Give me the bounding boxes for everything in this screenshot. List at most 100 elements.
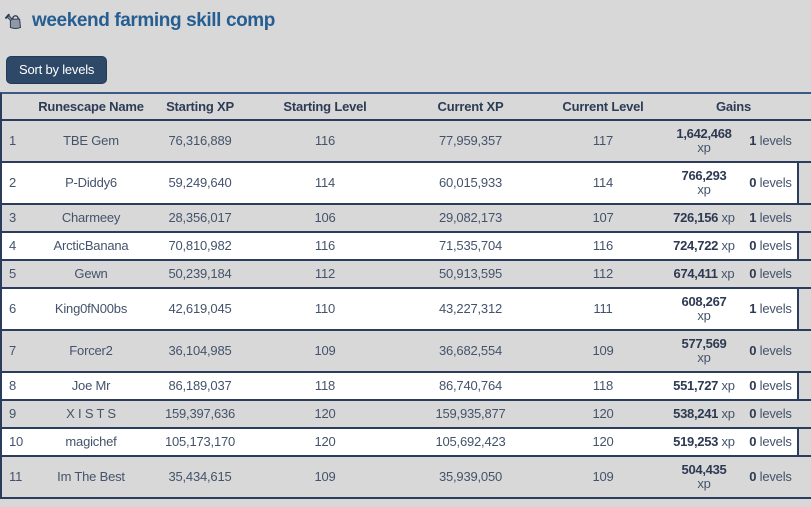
starting-level-cell: 109 (314, 469, 336, 484)
rank-cell: 1 (9, 133, 17, 148)
table-row: 8 Joe Mr 86,189,037 118 86,740,764 118 5… (2, 371, 811, 399)
starting-level-cell: 106 (314, 210, 336, 225)
gains-xp-cell: 551,727 xp (673, 378, 735, 393)
current-level-cell: 117 (592, 133, 614, 148)
gains-cell: 726,156 xp 1 levels (667, 211, 800, 225)
gains-cell: 674,411 xp 0 levels (667, 267, 800, 281)
gains-cell: 538,241 xp 0 levels (667, 407, 800, 421)
table-row: 10 magichef 105,173,170 120 105,692,423 … (2, 427, 811, 455)
starting-level-cell: 109 (314, 343, 336, 358)
starting-level-cell: 116 (314, 238, 336, 253)
starting-xp-cell: 70,810,982 (168, 238, 232, 253)
current-xp-cell: 71,535,704 (438, 238, 503, 253)
player-name-cell: P-Diddy6 (65, 175, 117, 190)
player-name-cell: X I S T S (66, 406, 116, 421)
rank-cell: 8 (9, 378, 17, 393)
player-name-cell: Charmeey (61, 210, 121, 225)
player-name-cell: Im The Best (57, 469, 125, 484)
starting-xp-cell: 86,189,037 (168, 378, 232, 393)
header-current-level: Current Level (562, 99, 644, 114)
table-body: 1 TBE Gem 76,316,889 116 77,959,357 11 7 … (2, 119, 811, 497)
table-row: 7 Forcer2 36,104,985 109 36,682,554 109 … (2, 329, 811, 371)
table-row: 3 Charmeey 28,356,017 106 29,082,173 107… (2, 203, 811, 231)
starting-level-cell: 110 (314, 301, 336, 316)
gains-xp-cell: 608,267 xp (681, 294, 727, 323)
current-xp-cell: 60,015,933 (438, 175, 503, 190)
gains-cell: 504,435 xp 0 levels (667, 463, 800, 491)
title-line: weekend farming skill comp (4, 9, 811, 33)
rank-cell: 3 (9, 210, 17, 225)
table-row: 2 P-Diddy6 59,249,640 114 60,015,933 114… (2, 161, 811, 203)
rank-cell: 9 (9, 406, 17, 421)
current-xp-cell: 29,082,173 (438, 210, 503, 225)
starting-level-cell: 118 (314, 378, 336, 393)
starting-xp-cell: 105,173,170 (164, 434, 236, 449)
current-level-cell: 118 (592, 378, 614, 393)
starting-xp-cell: 36,104,985 (168, 343, 232, 358)
current-xp-cell: 105,692,423 (435, 434, 506, 449)
header-current-xp: Current XP (437, 99, 504, 114)
gains-xp-cell: 674,411 xp (673, 266, 735, 281)
player-name-cell: ArcticBanana (53, 238, 129, 253)
table-row: 6 King0fN00bs 42,619,045 110 43,227,312 … (2, 287, 811, 329)
gains-cell: 1,642,468 xp 1 levels (667, 127, 800, 155)
gains-levels-cell: 0 levels (749, 378, 792, 393)
gains-levels-cell: 0 levels (749, 238, 792, 253)
starting-xp-cell: 35,434,615 (168, 469, 232, 484)
gains-levels-cell: 0 levels (749, 434, 792, 449)
gains-cell: 608,267 xp 1 levels (667, 295, 800, 323)
sort-by-levels-button[interactable]: Sort by levels (6, 56, 108, 84)
gains-cell: 577,569 xp 0 levels (667, 337, 800, 365)
gains-levels-cell: 1 levels (749, 133, 792, 148)
rank-cell: 5 (9, 266, 17, 281)
rank-cell: 4 (9, 238, 17, 253)
starting-level-cell: 114 (314, 175, 336, 190)
gains-levels-cell: 0 levels (749, 343, 792, 358)
rank-cell: 6 (9, 301, 17, 316)
gains-levels-cell: 1 levels (749, 210, 792, 225)
starting-level-cell: 120 (314, 434, 336, 449)
player-name-cell: TBE Gem (63, 133, 119, 148)
current-level-cell: 109 (592, 469, 614, 484)
current-level-cell: 120 (592, 406, 614, 421)
starting-xp-cell: 59,249,640 (168, 175, 232, 190)
gains-xp-cell: 577,569 xp (681, 336, 727, 365)
gains-xp-cell: 1,642,468 xp (676, 126, 732, 155)
current-xp-cell: 77,959,357 (438, 133, 503, 148)
current-level-cell: 120 (592, 434, 614, 449)
gains-levels-cell: 0 levels (749, 406, 792, 421)
player-name-cell: Joe Mr (71, 378, 111, 393)
gains-levels-cell: 1 levels (749, 301, 792, 316)
gains-xp-cell: 724,722 xp (673, 238, 735, 253)
starting-level-cell: 116 (314, 133, 336, 148)
gains-xp-cell: 504,435 xp (681, 462, 727, 491)
page-title: weekend farming skill comp (32, 10, 276, 31)
rank-cell: 10 (9, 434, 24, 449)
player-name-cell: Gewn (74, 266, 108, 281)
starting-xp-cell: 76,316,889 (168, 133, 232, 148)
starting-xp-cell: 159,397,636 (164, 406, 236, 421)
gains-cell: 551,727 xp 0 levels (667, 379, 800, 393)
gains-levels-cell: 0 levels (749, 469, 792, 484)
header-starting-level: Starting Level (283, 99, 367, 114)
current-xp-cell: 36,682,554 (438, 343, 503, 358)
gains-cell: 724,722 xp 0 levels (667, 239, 800, 253)
current-level-cell: 114 (592, 175, 614, 190)
header-runescape-name: Runescape Name (38, 99, 144, 114)
gains-levels-cell: 0 levels (749, 175, 792, 190)
table-header-row: Runescape Name Starting XP Starting Leve… (2, 94, 811, 119)
starting-xp-cell: 42,619,045 (168, 301, 232, 316)
player-name-cell: magichef (65, 434, 117, 449)
current-level-cell: 112 (592, 266, 614, 281)
current-xp-cell: 86,740,764 (438, 378, 503, 393)
current-xp-cell: 43,227,312 (438, 301, 503, 316)
gains-cell: 766,293 xp 0 levels (667, 169, 800, 197)
table-row: 11 Im The Best 35,434,615 109 35,939,050… (2, 455, 811, 497)
current-xp-cell: 50,913,595 (438, 266, 503, 281)
current-level-cell: 109 (592, 343, 614, 358)
current-xp-cell: 159,935,877 (435, 406, 506, 421)
table-row: 1 TBE Gem 76,316,889 116 77,959,357 117 … (2, 119, 811, 161)
gains-levels-cell: 0 levels (749, 266, 792, 281)
player-name-cell: Forcer2 (69, 343, 113, 358)
watering-can-icon (5, 13, 22, 29)
